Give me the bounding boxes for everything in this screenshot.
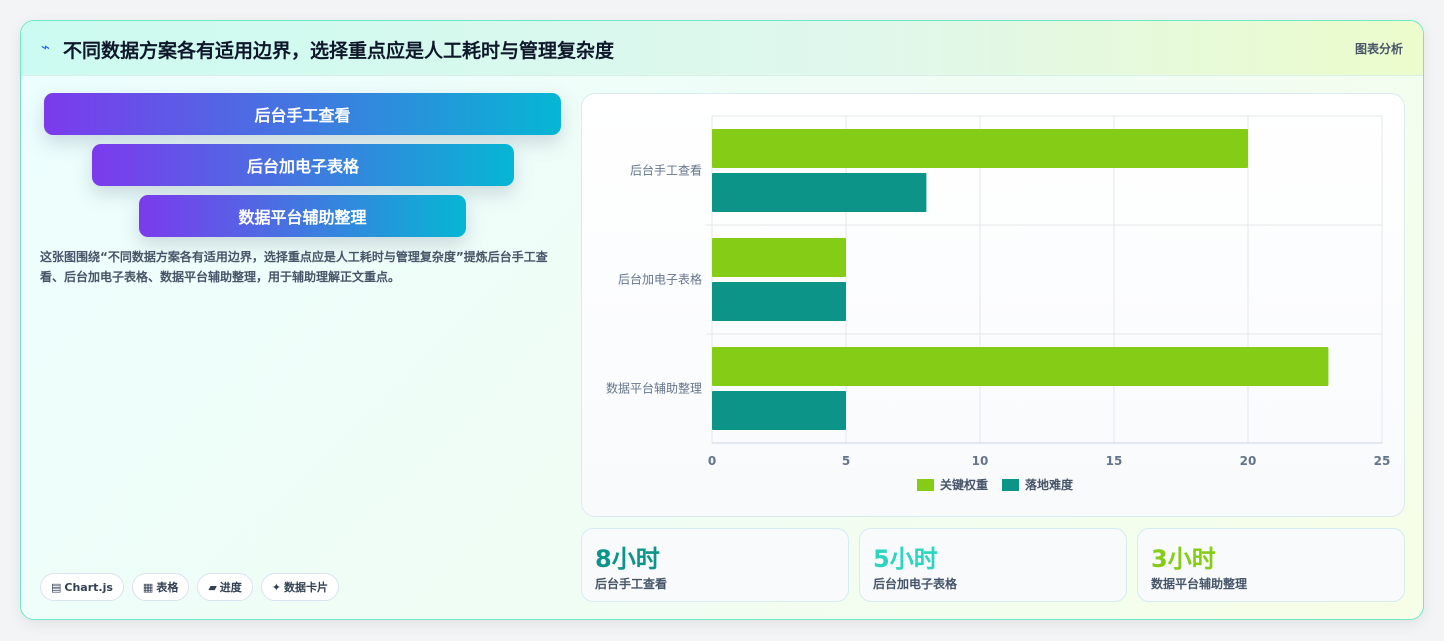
y-tick-label: 数据平台辅助整理 bbox=[606, 381, 702, 396]
stat-label: 后台加电子表格 bbox=[873, 577, 958, 591]
y-tick-label: 后台加电子表格 bbox=[618, 272, 702, 287]
progress-icon: ▰ bbox=[208, 580, 217, 594]
chip-label: 进度 bbox=[219, 581, 242, 594]
y-tick-label: 后台手工查看 bbox=[630, 163, 702, 178]
stat-card-3: 3小时 数据平台辅助整理 bbox=[1137, 528, 1405, 602]
legend-swatch bbox=[917, 479, 934, 491]
feature-chips: ▤ Chart.js ▦ 表格 ▰ 进度 ✦ 数据卡片 bbox=[40, 573, 340, 601]
funnel-step-3: 数据平台辅助整理 bbox=[139, 195, 466, 237]
stat-label: 数据平台辅助整理 bbox=[1151, 577, 1248, 591]
stat-value: 8小时 bbox=[595, 545, 660, 573]
x-tick-label: 10 bbox=[972, 454, 989, 468]
x-tick-label: 0 bbox=[708, 454, 716, 468]
chart-card: ⌁ 不同数据方案各有适用边界，选择重点应是人工耗时与管理复杂度 图表分析 后台手… bbox=[20, 20, 1424, 620]
x-tick-label: 25 bbox=[1374, 454, 1391, 468]
table-icon: ▦ bbox=[142, 580, 154, 594]
chart-panel: 0 5 10 15 20 25 后台手工查看后台加电子表格数据平台辅助整理关键权重 落地难度 bbox=[581, 93, 1405, 517]
description-text: 这张图围绕“不同数据方案各有适用边界，选择重点应是人工耗时与管理复杂度”提炼后台… bbox=[40, 250, 548, 284]
page-title: 不同数据方案各有适用边界，选择重点应是人工耗时与管理复杂度 bbox=[63, 40, 615, 62]
x-tick-label: 5 bbox=[842, 454, 850, 468]
sparkle-icon: ⌁ bbox=[41, 38, 51, 56]
funnel-step-1: 后台手工查看 bbox=[44, 93, 561, 135]
stat-value: 5小时 bbox=[873, 545, 938, 573]
chip-label: Chart.js bbox=[64, 580, 113, 594]
category-tag: 图表分析 bbox=[1354, 42, 1403, 56]
bar bbox=[712, 173, 927, 212]
stat-value: 3小时 bbox=[1151, 545, 1216, 573]
bar bbox=[712, 391, 846, 430]
sparkle-icon: ✦ bbox=[271, 580, 282, 594]
chip-data-card[interactable]: ✦ 数据卡片 bbox=[260, 573, 340, 601]
stat-card-1: 8小时 后台手工查看 bbox=[581, 528, 849, 602]
card-header: ⌁ 不同数据方案各有适用边界，选择重点应是人工耗时与管理复杂度 图表分析 bbox=[21, 21, 1423, 76]
legend-label: 关键权重 bbox=[940, 477, 988, 492]
chart-icon: ▤ bbox=[51, 580, 62, 594]
chip-progress[interactable]: ▰ 进度 bbox=[197, 573, 253, 601]
bar bbox=[712, 347, 1329, 386]
x-tick-label: 15 bbox=[1106, 454, 1123, 468]
chip-table[interactable]: ▦ 表格 bbox=[131, 573, 190, 601]
stat-label: 后台手工查看 bbox=[595, 577, 668, 591]
chip-chartjs[interactable]: ▤ Chart.js bbox=[40, 573, 124, 601]
bar bbox=[712, 129, 1248, 168]
funnel-step-2: 后台加电子表格 bbox=[92, 144, 514, 186]
legend-label: 落地难度 bbox=[1025, 477, 1074, 492]
bar bbox=[712, 238, 846, 277]
legend-swatch bbox=[1002, 479, 1019, 491]
x-tick-label: 20 bbox=[1240, 454, 1257, 468]
stat-card-2: 5小时 后台加电子表格 bbox=[859, 528, 1127, 602]
chip-label: 表格 bbox=[156, 581, 179, 594]
chip-label: 数据卡片 bbox=[284, 581, 329, 594]
bar bbox=[712, 282, 846, 321]
